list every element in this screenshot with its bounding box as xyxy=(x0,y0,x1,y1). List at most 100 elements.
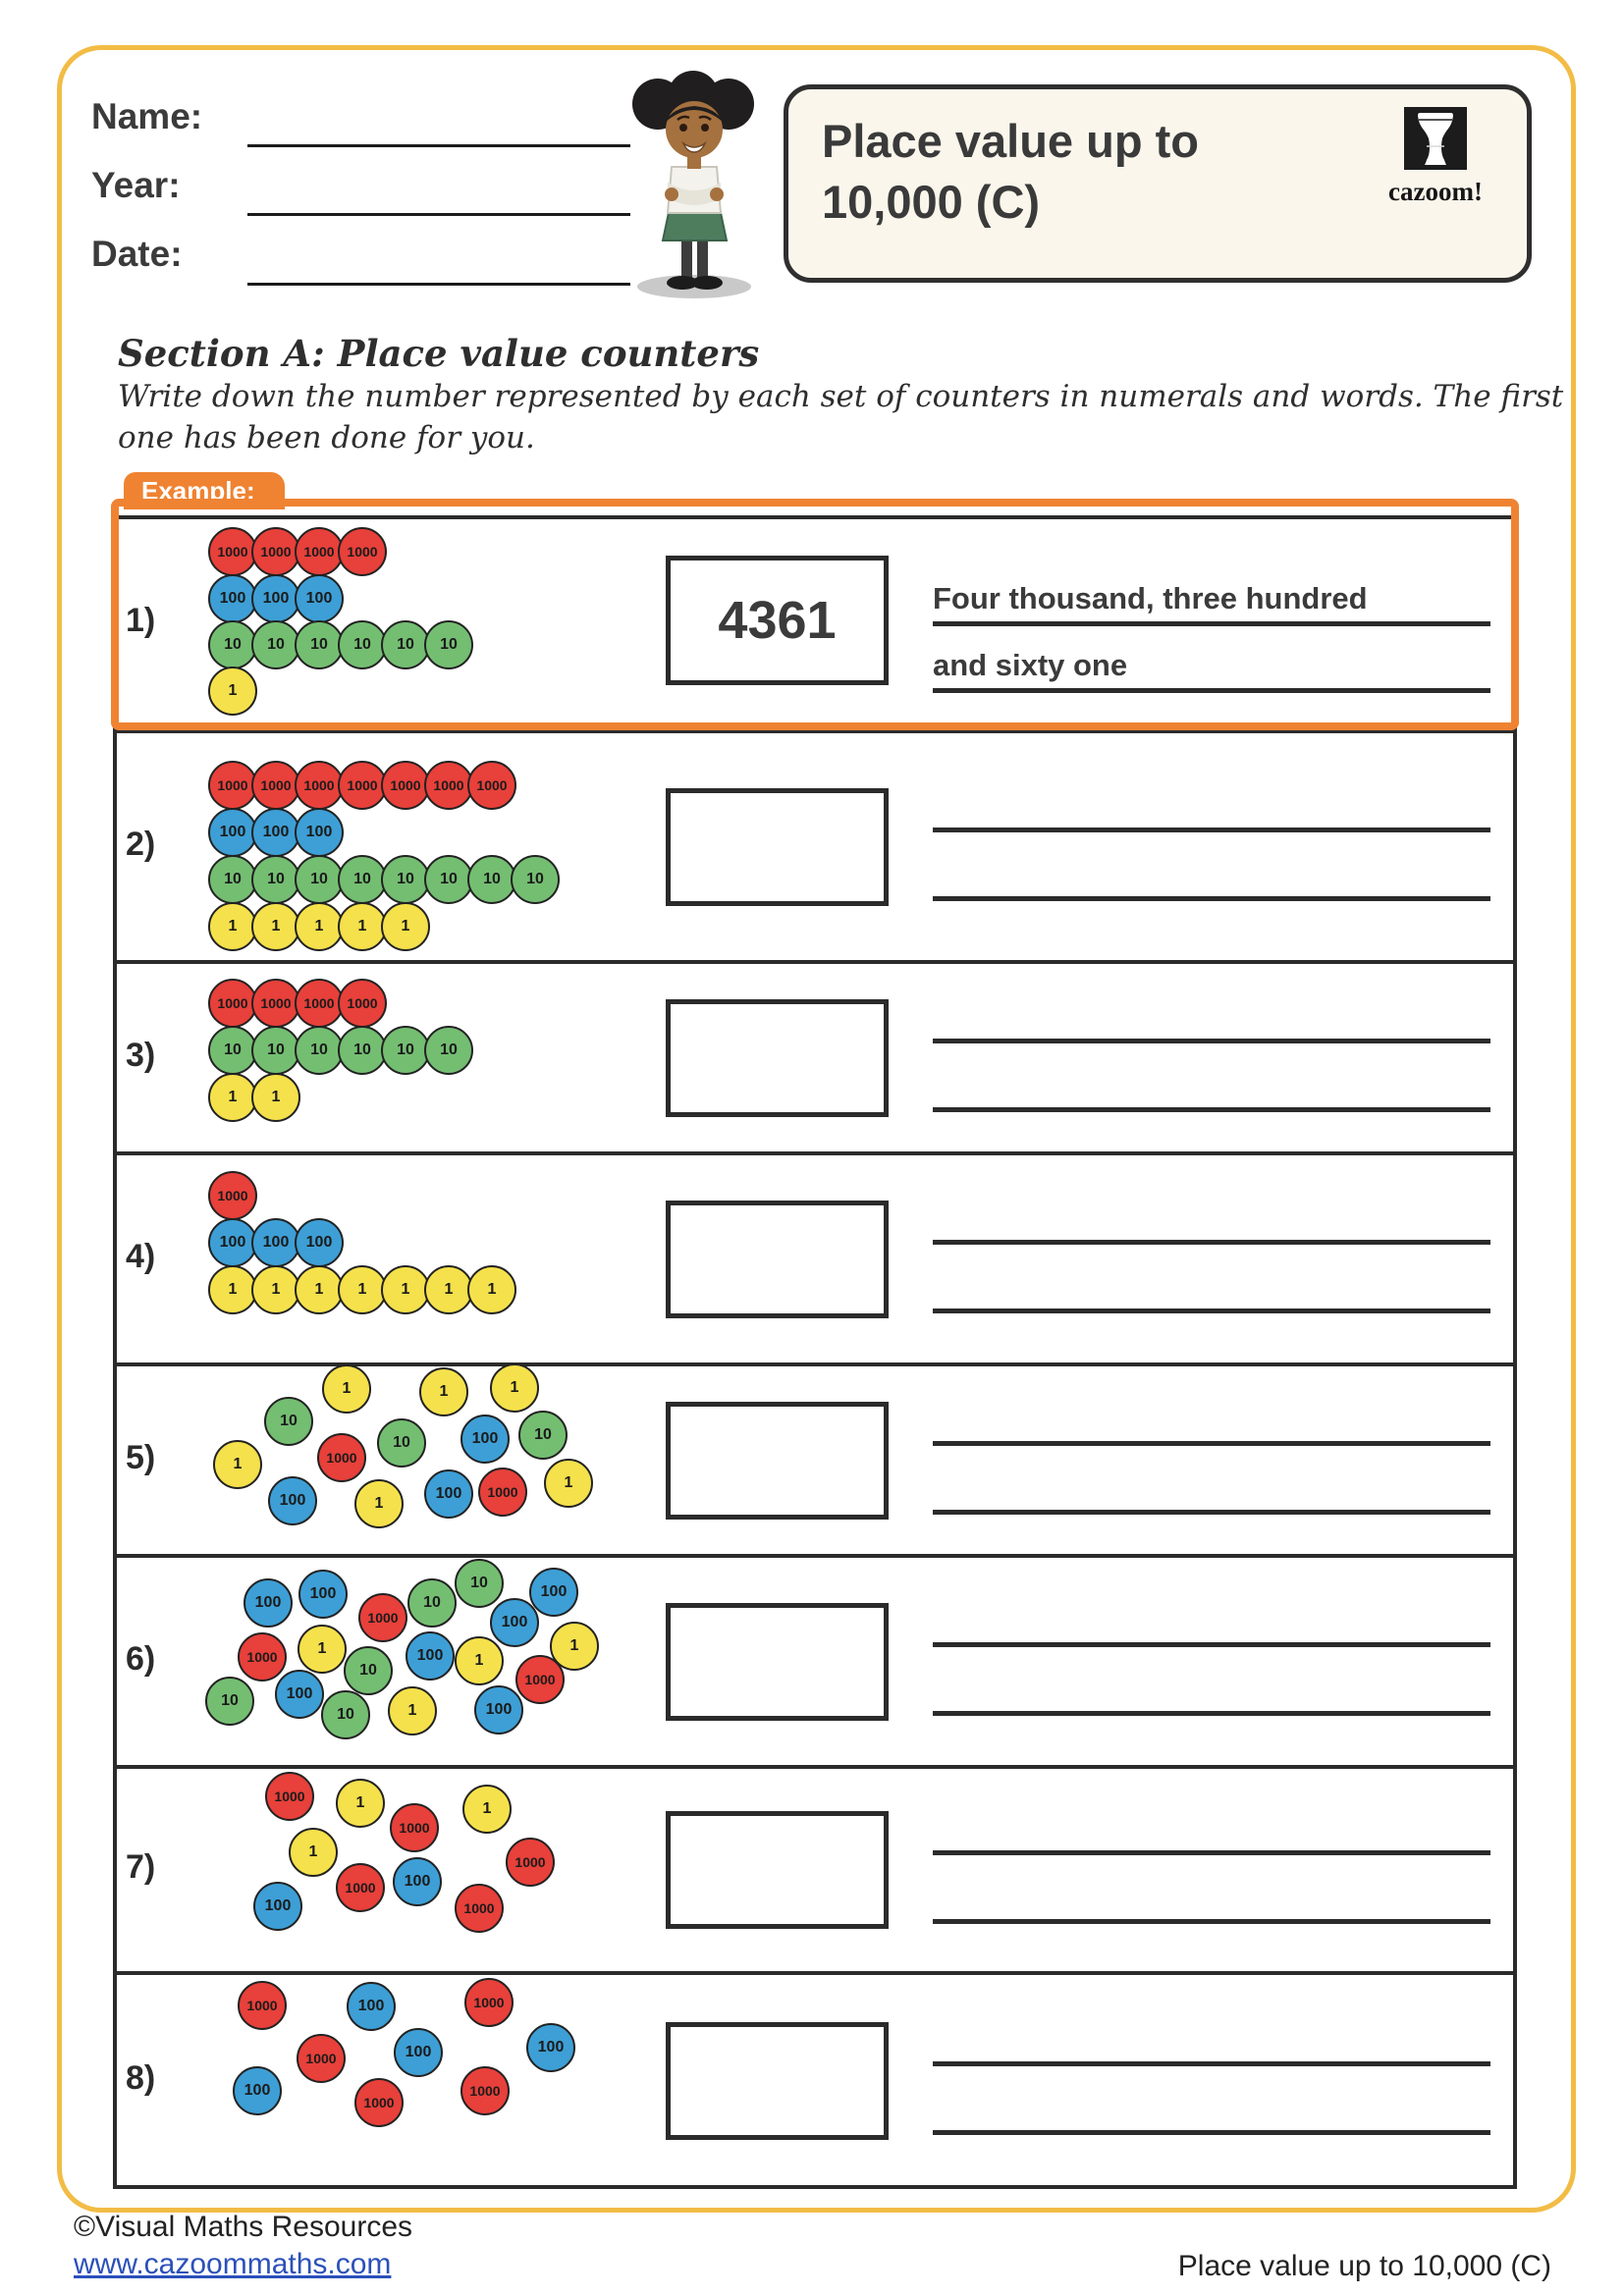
counter-1: 1 xyxy=(381,902,430,951)
counter-1000: 1000 xyxy=(295,979,344,1028)
counter-1000: 1000 xyxy=(354,2078,404,2127)
counter-10: 10 xyxy=(467,855,516,904)
counter-1: 1 xyxy=(467,1265,516,1314)
words-answer-line[interactable] xyxy=(933,1510,1490,1515)
counter-100: 100 xyxy=(268,1476,317,1525)
counter-100: 100 xyxy=(526,2023,575,2072)
worksheet-title-line2: 10,000 (C) xyxy=(822,176,1041,229)
counter-1: 1 xyxy=(544,1459,593,1508)
words-answer-line[interactable] xyxy=(933,1039,1490,1043)
cazoom-logo: cazoom! xyxy=(1372,107,1499,207)
counter-1: 1 xyxy=(208,1265,257,1314)
counter-1000: 1000 xyxy=(251,761,300,810)
words-answer-line[interactable] xyxy=(933,1240,1490,1245)
words-answer-line[interactable] xyxy=(933,1441,1490,1446)
counter-100: 100 xyxy=(295,1218,344,1267)
worksheet-title-box: Place value up to 10,000 (C) cazoom! xyxy=(784,84,1532,283)
counter-10: 10 xyxy=(295,1026,344,1075)
worksheet-title-line1: Place value up to xyxy=(822,115,1199,167)
counter-100: 100 xyxy=(251,574,300,623)
answer-box-empty[interactable] xyxy=(666,2022,889,2140)
counter-1000: 1000 xyxy=(208,527,257,576)
counter-100: 100 xyxy=(295,808,344,857)
row-separator-line xyxy=(113,1765,1517,1769)
counter-1000: 1000 xyxy=(238,1981,287,2030)
counter-1000: 1000 xyxy=(515,1655,565,1704)
counter-1000: 1000 xyxy=(265,1772,314,1821)
counter-10: 10 xyxy=(205,1677,254,1726)
counter-10: 10 xyxy=(295,855,344,904)
counter-1000: 1000 xyxy=(295,527,344,576)
counter-100: 100 xyxy=(490,1598,539,1647)
words-answer-line[interactable] xyxy=(933,1711,1490,1716)
counter-100: 100 xyxy=(233,2066,282,2115)
question-number: 3) xyxy=(126,1036,156,1074)
counter-1000: 1000 xyxy=(338,761,387,810)
counter-100: 100 xyxy=(406,1631,455,1681)
words-answer-line[interactable] xyxy=(933,1308,1490,1313)
counter-10: 10 xyxy=(518,1411,568,1460)
counter-1: 1 xyxy=(289,1828,338,1877)
answer-box-empty[interactable] xyxy=(666,788,889,906)
counter-100: 100 xyxy=(275,1670,324,1719)
answer-box-empty[interactable] xyxy=(666,1811,889,1929)
counter-1000: 1000 xyxy=(467,761,516,810)
words-answer-line[interactable] xyxy=(933,1107,1490,1112)
counter-100: 100 xyxy=(529,1568,578,1617)
answer-box-empty[interactable] xyxy=(666,1402,889,1520)
counter-1000: 1000 xyxy=(358,1593,407,1642)
counter-10: 10 xyxy=(511,855,560,904)
counter-1: 1 xyxy=(322,1364,371,1414)
example-words-line: and sixty one xyxy=(933,648,1490,693)
words-answer-line[interactable] xyxy=(933,2130,1490,2135)
answer-box-empty[interactable] xyxy=(666,999,889,1117)
counter-1: 1 xyxy=(251,1265,300,1314)
answer-box-filled: 4361 xyxy=(666,556,889,685)
counter-1: 1 xyxy=(336,1779,385,1828)
counter-100: 100 xyxy=(208,1218,257,1267)
counter-1: 1 xyxy=(295,902,344,951)
counter-1: 1 xyxy=(462,1785,512,1834)
name-input-line[interactable] xyxy=(247,144,630,147)
footer-website-link[interactable]: www.cazoommaths.com xyxy=(74,2248,392,2280)
answer-box-empty[interactable] xyxy=(666,1201,889,1318)
counter-1: 1 xyxy=(381,1265,430,1314)
counter-10: 10 xyxy=(251,620,300,669)
words-answer-line[interactable] xyxy=(933,1919,1490,1924)
counter-1: 1 xyxy=(213,1440,262,1489)
counter-1: 1 xyxy=(338,902,387,951)
question-number: 1) xyxy=(126,602,156,639)
counter-10: 10 xyxy=(208,620,257,669)
counter-1000: 1000 xyxy=(455,1884,504,1933)
words-answer-line[interactable] xyxy=(933,2061,1490,2066)
words-answer-line[interactable] xyxy=(933,828,1490,832)
counter-1000: 1000 xyxy=(297,2034,346,2083)
date-input-line[interactable] xyxy=(247,283,630,286)
answer-box-empty[interactable] xyxy=(666,1603,889,1721)
counter-10: 10 xyxy=(344,1646,393,1695)
counter-10: 10 xyxy=(251,855,300,904)
worksheet-title: Place value up to 10,000 (C) xyxy=(822,111,1199,233)
words-answer-line[interactable] xyxy=(933,1850,1490,1855)
question-number: 8) xyxy=(126,2059,156,2097)
question-number: 7) xyxy=(126,1848,156,1886)
counter-1: 1 xyxy=(490,1363,539,1413)
counter-1000: 1000 xyxy=(424,761,473,810)
counter-100: 100 xyxy=(298,1570,348,1619)
counter-1000: 1000 xyxy=(336,1863,385,1912)
counter-10: 10 xyxy=(208,1026,257,1075)
words-answer-line[interactable] xyxy=(933,896,1490,901)
counter-100: 100 xyxy=(244,1578,293,1628)
counter-1: 1 xyxy=(208,1073,257,1122)
counter-1: 1 xyxy=(208,902,257,951)
year-input-line[interactable] xyxy=(247,213,630,216)
counter-1000: 1000 xyxy=(295,761,344,810)
instructions-line1: Write down the number represented by eac… xyxy=(118,379,1564,414)
footer-copyright: ©Visual Maths Resources xyxy=(74,2211,413,2243)
counter-100: 100 xyxy=(295,574,344,623)
counter-100: 100 xyxy=(424,1469,473,1519)
counter-10: 10 xyxy=(455,1559,504,1608)
words-answer-line[interactable] xyxy=(933,1642,1490,1647)
counter-1000: 1000 xyxy=(464,1978,514,2027)
